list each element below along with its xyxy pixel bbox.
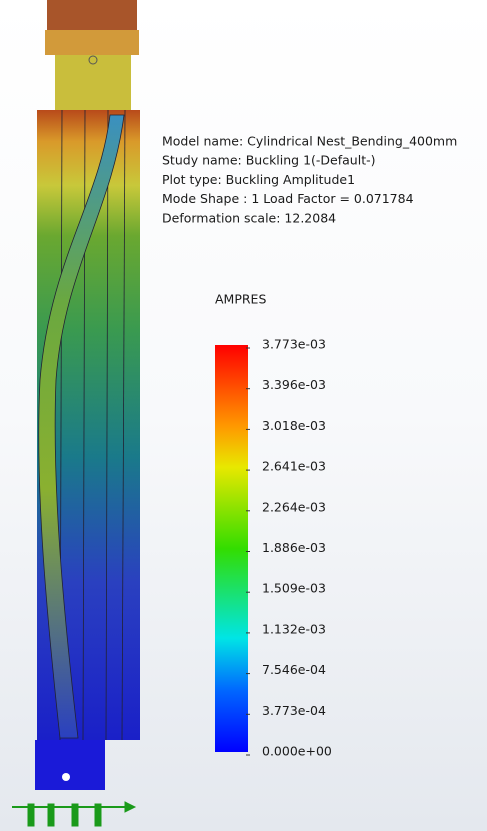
info-block: Model name: Cylindrical Nest_Bending_400… bbox=[162, 134, 457, 226]
info-line: Plot type: Buckling Amplitude1 bbox=[162, 172, 355, 187]
legend-label: 0.000e+00 bbox=[262, 744, 332, 759]
model-view: Model name: Cylindrical Nest_Bending_400… bbox=[0, 0, 487, 831]
legend-label: 2.641e-03 bbox=[262, 459, 326, 474]
viewport: Model name: Cylindrical Nest_Bending_400… bbox=[0, 0, 487, 831]
legend-label: 1.886e-03 bbox=[262, 540, 326, 555]
legend-label: 3.396e-03 bbox=[262, 377, 326, 392]
legend-label: 3.773e-04 bbox=[262, 703, 326, 718]
legend-label: 2.264e-03 bbox=[262, 499, 326, 514]
info-line: Mode Shape : 1 Load Factor = 0.071784 bbox=[162, 191, 414, 206]
legend-label: 1.132e-03 bbox=[262, 621, 326, 636]
legend-label: 1.509e-03 bbox=[262, 581, 326, 596]
legend-labels: 3.773e-03 3.396e-03 3.018e-03 2.641e-03 2.26… bbox=[246, 337, 332, 759]
info-line: Deformation scale: 12.2084 bbox=[162, 210, 336, 225]
legend-title: AMPRES bbox=[215, 292, 266, 307]
color-bar bbox=[215, 345, 248, 752]
legend-label: 3.018e-03 bbox=[262, 418, 326, 433]
model bbox=[12, 0, 140, 826]
legend-label: 3.773e-03 bbox=[262, 337, 326, 352]
info-line: Model name: Cylindrical Nest_Bending_400… bbox=[162, 134, 457, 149]
legend-label: 7.546e-04 bbox=[262, 662, 326, 677]
info-line: Study name: Buckling 1(-Default-) bbox=[162, 153, 375, 168]
